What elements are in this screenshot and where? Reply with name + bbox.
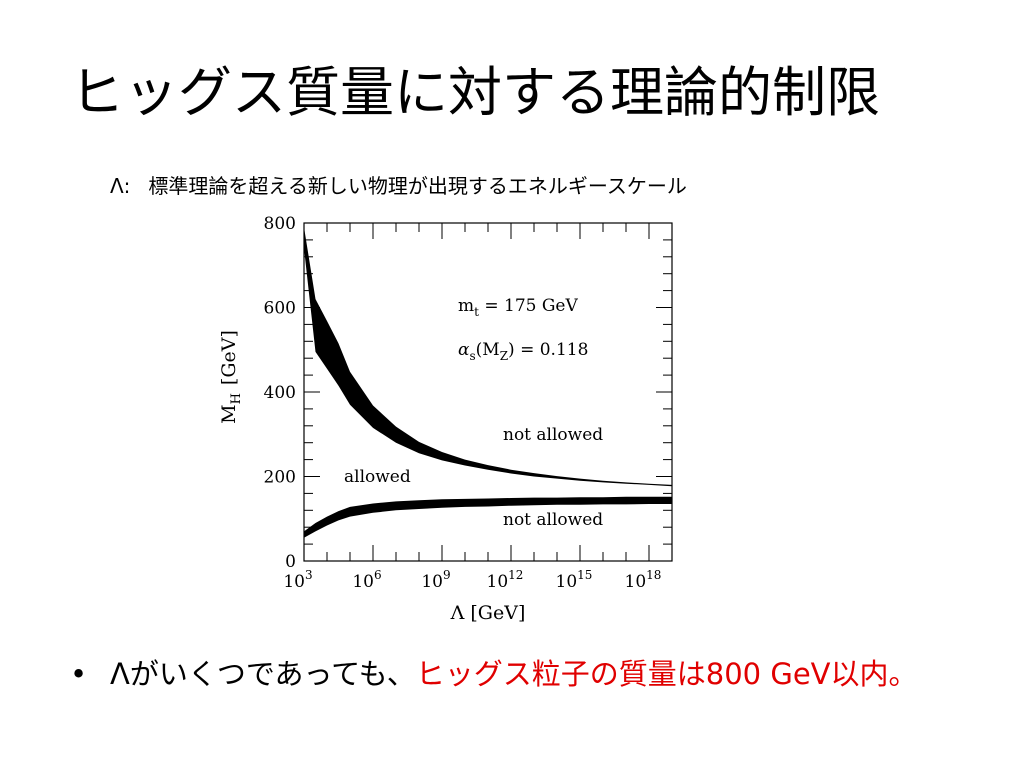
y-axis-title-unit: [GeV] [218, 330, 240, 385]
plot-area [303, 222, 673, 562]
alpha-annotation: αs(MZ) = 0.118 [458, 340, 588, 363]
x-tick-label: 1012 [487, 568, 524, 592]
mt-value: = 175 GeV [479, 296, 579, 316]
y-axis-title-main: M [218, 404, 240, 423]
y-tick-label: 200 [264, 468, 296, 488]
x-tick-label: 103 [283, 568, 312, 592]
alpha-subscript: s [469, 349, 475, 363]
bullet-marker: • [70, 657, 88, 691]
mt-annotation: mt = 175 GeV [458, 296, 578, 319]
subtitle-text: 標準理論を超える新しい物理が出現するエネルギースケール [148, 174, 687, 198]
x-axis-title: Λ [GeV] [450, 602, 526, 624]
mt-symbol: m [458, 296, 474, 316]
y-tick-label: 400 [264, 383, 296, 403]
tick-labels: 0 200 400 600 800 103 106 109 1012 1015 1018 [264, 214, 662, 592]
mt-subscript: t [474, 305, 479, 319]
y-tick-label: 600 [264, 299, 296, 319]
allowed-label: allowed [344, 467, 411, 487]
alpha-argument-subscript: Z [500, 349, 508, 363]
y-tick-label: 0 [285, 552, 296, 572]
alpha-symbol: α [458, 340, 470, 360]
subtitle-lambda: Λ: [110, 174, 131, 198]
higgs-mass-bound-chart: 0 200 400 600 800 103 106 109 1012 1015 1018 mt = … [218, 214, 673, 624]
plot-frame [303, 222, 673, 562]
bullet-point: • Λがいくつであっても、ヒッグス粒子の質量は800 GeV以内。 [70, 654, 1000, 694]
y-axis-title: MH [GeV] [218, 330, 244, 424]
x-tick-label: 1015 [556, 568, 593, 592]
x-tick-label: 1018 [625, 568, 662, 592]
x-tick-label: 109 [421, 568, 450, 592]
subtitle: Λ: 標準理論を超える新しい物理が出現するエネルギースケール [110, 172, 890, 200]
bullet-highlight: ヒッグス粒子の質量は800 GeV以内。 [415, 657, 918, 691]
alpha-argument: (M [476, 340, 500, 360]
slide-title: ヒッグス質量に対する理論的制限 [70, 61, 880, 124]
bullet-text: Λがいくつであっても、 [110, 657, 416, 691]
not-allowed-lower-label: not allowed [503, 510, 603, 530]
not-allowed-upper-label: not allowed [503, 425, 603, 445]
y-axis-title-subscript: H [229, 393, 244, 404]
y-tick-label: 800 [264, 214, 296, 234]
x-tick-label: 106 [352, 568, 381, 592]
alpha-value: ) = 0.118 [508, 340, 588, 360]
lower-bound-band [304, 496, 672, 538]
